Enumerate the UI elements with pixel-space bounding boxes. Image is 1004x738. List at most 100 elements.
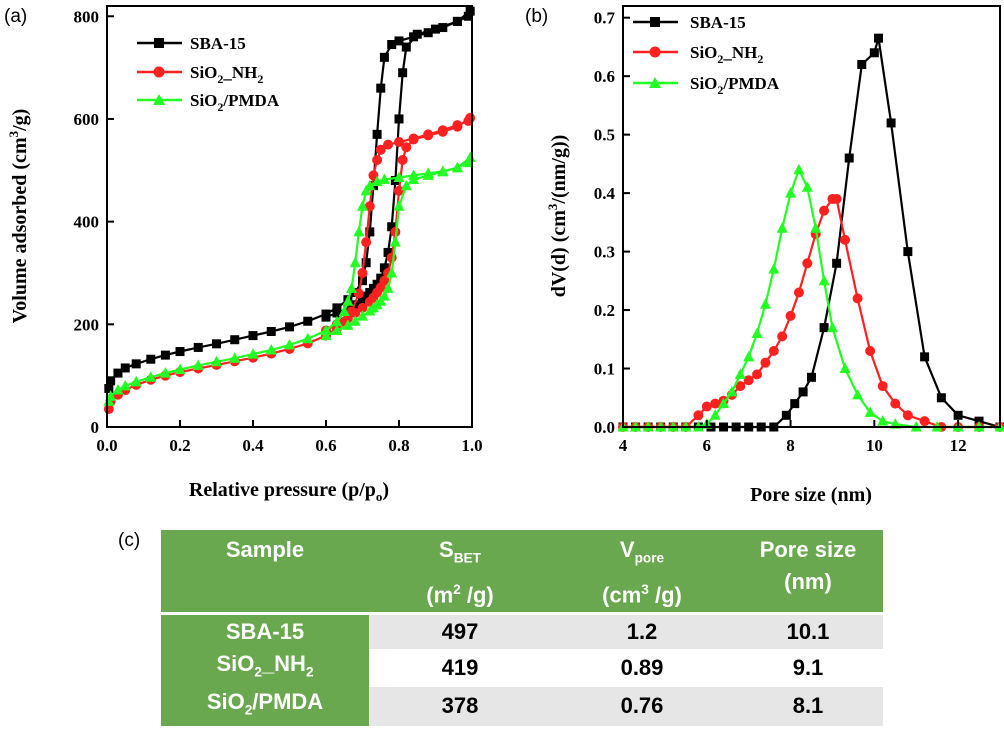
chart-a-y-ticks: 0 200 400 600 800	[74, 7, 114, 437]
data-point-sio2-pmda	[192, 359, 204, 370]
row-sample: SiO2_NH2	[161, 648, 369, 688]
data-point-sba-15	[113, 368, 123, 378]
data-point-sio2-pmda	[382, 282, 394, 293]
data-point-sio2-pmda	[145, 371, 157, 382]
data-point-sba-15	[844, 153, 854, 163]
panel-label-c: (c)	[118, 530, 141, 551]
legend-b-marker-nh2	[649, 46, 661, 58]
y-tick-label: 0.6	[594, 67, 615, 86]
data-point-sio2-pmda	[810, 222, 822, 233]
data-point-sio2-pmda	[451, 161, 463, 173]
series-line-sio2-nh2	[107, 116, 472, 410]
y-tick-label: 0.5	[594, 126, 615, 145]
chart-b-frame	[622, 5, 1001, 428]
chart-a-x-ticks: 0.0 0.2 0.4 0.6 0.8 1.0	[96, 420, 483, 455]
row-sample: SiO2/PMDA	[161, 687, 369, 726]
row-vpore: 1.2	[551, 613, 733, 649]
data-point-sio2-nh2	[375, 144, 386, 155]
data-point-sio2-nh2	[401, 142, 412, 153]
data-point-sba-15	[266, 327, 276, 337]
data-point-sba-15	[248, 331, 258, 341]
chart-b-xlabel: Pore size (nm)	[750, 484, 872, 506]
row-pore-size: 10.1	[733, 613, 883, 649]
data-point-sba-15	[452, 16, 462, 26]
data-point-sio2-nh2	[397, 155, 408, 166]
data-point-sio2-nh2	[877, 381, 888, 392]
y-tick-label: 0	[91, 418, 100, 437]
data-point-sio2-pmda	[378, 173, 390, 185]
data-point-sba-15	[903, 247, 913, 257]
data-point-sba-15	[387, 222, 397, 232]
table-header-row: Sample SBET (m2 /g) Vpore (cm3 /g) Pore …	[161, 530, 883, 615]
data-point-sio2-pmda	[826, 321, 838, 333]
data-point-sio2-nh2	[768, 345, 779, 356]
header-sbet: SBET (m2 /g)	[369, 530, 551, 615]
data-point-sio2-nh2	[364, 201, 375, 212]
data-point-sio2-pmda	[793, 163, 805, 175]
table-row: SiO2/PMDA 378 0.76 8.1	[161, 687, 883, 726]
data-point-sio2-nh2	[386, 252, 397, 263]
row-sample: SBA-15	[161, 613, 369, 649]
data-point-sio2-pmda	[408, 173, 420, 185]
data-point-sio2-nh2	[819, 205, 830, 216]
data-point-sio2-pmda	[393, 171, 405, 182]
data-point-sio2-pmda	[302, 332, 314, 344]
data-point-sba-15	[463, 11, 473, 21]
legend-b-label-sba: SBA-15	[690, 13, 746, 32]
row-sbet: 378	[369, 687, 551, 726]
chart-b-y-ticks: 0.0 0.1 0.2 0.3 0.4 0.5 0.6 0.7	[594, 9, 630, 437]
data-point-sba-15	[398, 68, 408, 78]
x-tick-label: 0.4	[242, 436, 264, 455]
y-tick-label: 0.4	[594, 184, 616, 203]
data-point-sba-15	[869, 48, 879, 58]
data-point-sio2-pmda	[159, 367, 171, 378]
y-tick-label: 0.3	[594, 243, 615, 262]
data-point-sba-15	[303, 316, 313, 326]
data-point-sio2-nh2	[710, 398, 721, 409]
data-point-sio2-pmda	[364, 179, 376, 191]
data-point-sio2-pmda	[718, 397, 730, 409]
data-point-sio2-nh2	[408, 134, 419, 145]
data-point-sio2-pmda	[247, 348, 259, 359]
legend-a-marker-sba	[154, 38, 164, 48]
data-point-sba-15	[175, 347, 185, 357]
data-point-sio2-nh2	[350, 308, 361, 319]
data-point-sio2-pmda	[818, 274, 830, 286]
x-tick-label: 1.0	[461, 436, 482, 455]
data-point-sio2-pmda	[229, 352, 241, 363]
row-pore-size: 9.1	[733, 648, 883, 688]
data-point-sio2-pmda	[320, 329, 332, 341]
data-point-sba-15	[104, 383, 114, 393]
data-point-sba-15	[321, 312, 331, 322]
data-point-sio2-nh2	[353, 288, 364, 299]
data-point-sio2-pmda	[211, 355, 222, 367]
data-point-sba-15	[401, 42, 411, 52]
data-point-sio2-nh2	[383, 139, 394, 150]
data-point-sio2-pmda	[759, 298, 771, 309]
data-point-sio2-pmda	[464, 151, 476, 162]
data-point-sio2-pmda	[877, 415, 889, 426]
data-point-sio2-nh2	[865, 345, 876, 356]
data-point-sba-15	[781, 410, 791, 420]
data-point-sio2-pmda	[864, 406, 876, 417]
chart-b: (b) 4 6 8 10 12 0.0 0.1 0.2 0.3 0.4 0.5 0.6 0.7 Por…	[525, 5, 1004, 506]
data-point-sio2-nh2	[752, 369, 763, 380]
data-point-sba-15	[379, 263, 389, 273]
data-point-sba-15	[431, 24, 440, 34]
data-point-sba-15	[285, 322, 294, 332]
data-point-sio2-pmda	[357, 200, 368, 211]
data-point-sba-15	[120, 363, 130, 373]
data-point-sio2-nh2	[357, 302, 368, 313]
data-point-sio2-nh2	[852, 293, 863, 304]
data-point-sio2-pmda	[437, 165, 449, 177]
x-tick-label: 10	[866, 436, 883, 455]
legend-a-marker-pmda	[153, 94, 165, 105]
data-point-sio2-nh2	[919, 416, 930, 427]
data-point-sba-15	[332, 303, 342, 313]
data-point-sio2-pmda	[839, 362, 851, 374]
data-point-sio2-pmda	[889, 418, 901, 429]
data-point-sio2-pmda	[776, 222, 788, 233]
data-point-sba-15	[790, 399, 800, 409]
header-vpore: Vpore (cm3 /g)	[551, 530, 733, 615]
y-tick-label: 200	[74, 315, 100, 334]
